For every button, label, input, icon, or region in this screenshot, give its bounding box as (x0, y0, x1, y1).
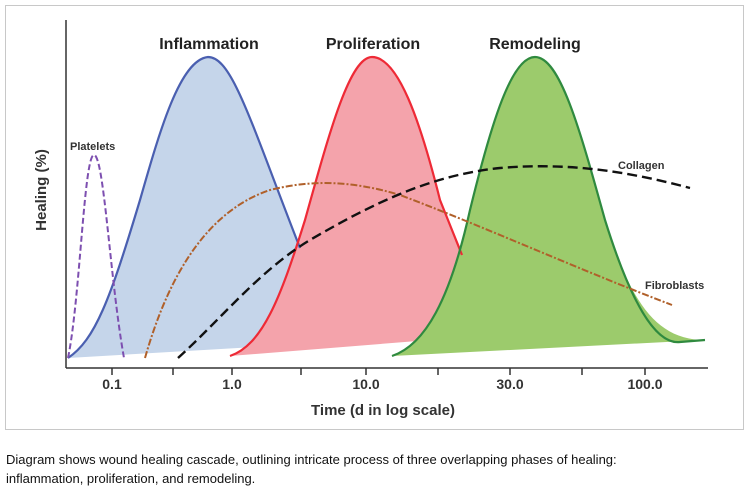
y-axis-title: Healing (%) (33, 149, 50, 231)
wound-healing-diagram: 0.1 1.0 10.0 30.0 100.0 Time (d in log s… (33, 20, 708, 419)
x-axis-ticks (111, 368, 646, 375)
x-axis-title: Time (d in log scale) (311, 402, 455, 419)
remodeling-curve (391, 55, 706, 358)
x-tick-label: 30.0 (496, 376, 523, 392)
platelets-curve (67, 153, 125, 359)
caption-line: inflammation, proliferation, and remodel… (6, 471, 256, 486)
figure-frame (5, 5, 744, 430)
inflammation-curve (67, 55, 302, 359)
proliferation-curve (229, 55, 464, 358)
x-tick-label: 10.0 (352, 376, 379, 392)
collagen-label: Collagen (618, 160, 665, 172)
figure-caption: Diagram shows wound healing cascade, out… (6, 450, 736, 488)
x-tick-label: 0.1 (102, 376, 122, 392)
platelets-label: Platelets (70, 141, 115, 153)
x-tick-label: 1.0 (222, 376, 242, 392)
x-tick-label: 100.0 (627, 376, 662, 392)
proliferation-label: Proliferation (326, 36, 420, 53)
collagen-curve (177, 165, 691, 359)
remodeling-label: Remodeling (489, 36, 581, 53)
fibroblasts-curve (144, 182, 673, 359)
inflammation-label: Inflammation (159, 36, 259, 53)
proliferation-area (230, 57, 470, 356)
caption-line: Diagram shows wound healing cascade, out… (6, 452, 617, 467)
fibroblasts-label: Fibroblasts (645, 280, 704, 292)
